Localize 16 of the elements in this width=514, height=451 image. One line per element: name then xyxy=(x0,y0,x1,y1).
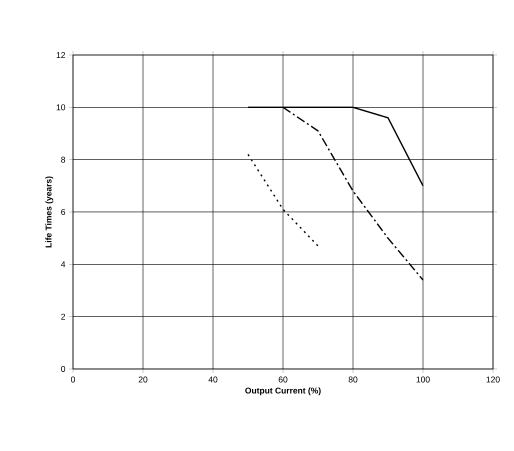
y-tick-label: 2 xyxy=(61,314,66,320)
x-axis-title: Output Current (%) xyxy=(245,387,321,396)
y-tick-label: 12 xyxy=(56,52,66,58)
y-tick-label: 0 xyxy=(61,366,66,372)
y-tick-label: 6 xyxy=(61,208,66,215)
x-tick-label: 40 xyxy=(208,376,218,382)
x-tick-label: 20 xyxy=(138,376,148,382)
x-tick-label: 80 xyxy=(348,376,358,382)
x-tick-label: 0 xyxy=(70,376,76,382)
y-axis-title: Life Times (years) xyxy=(45,176,54,248)
x-tick-label: 60 xyxy=(278,376,288,382)
x-tick-label: 120 xyxy=(486,376,500,382)
y-tick-label: 8 xyxy=(61,156,66,163)
y-tick-label: 4 xyxy=(60,261,66,268)
y-tick-label: 10 xyxy=(56,104,66,110)
x-tick-label: 100 xyxy=(416,376,430,382)
